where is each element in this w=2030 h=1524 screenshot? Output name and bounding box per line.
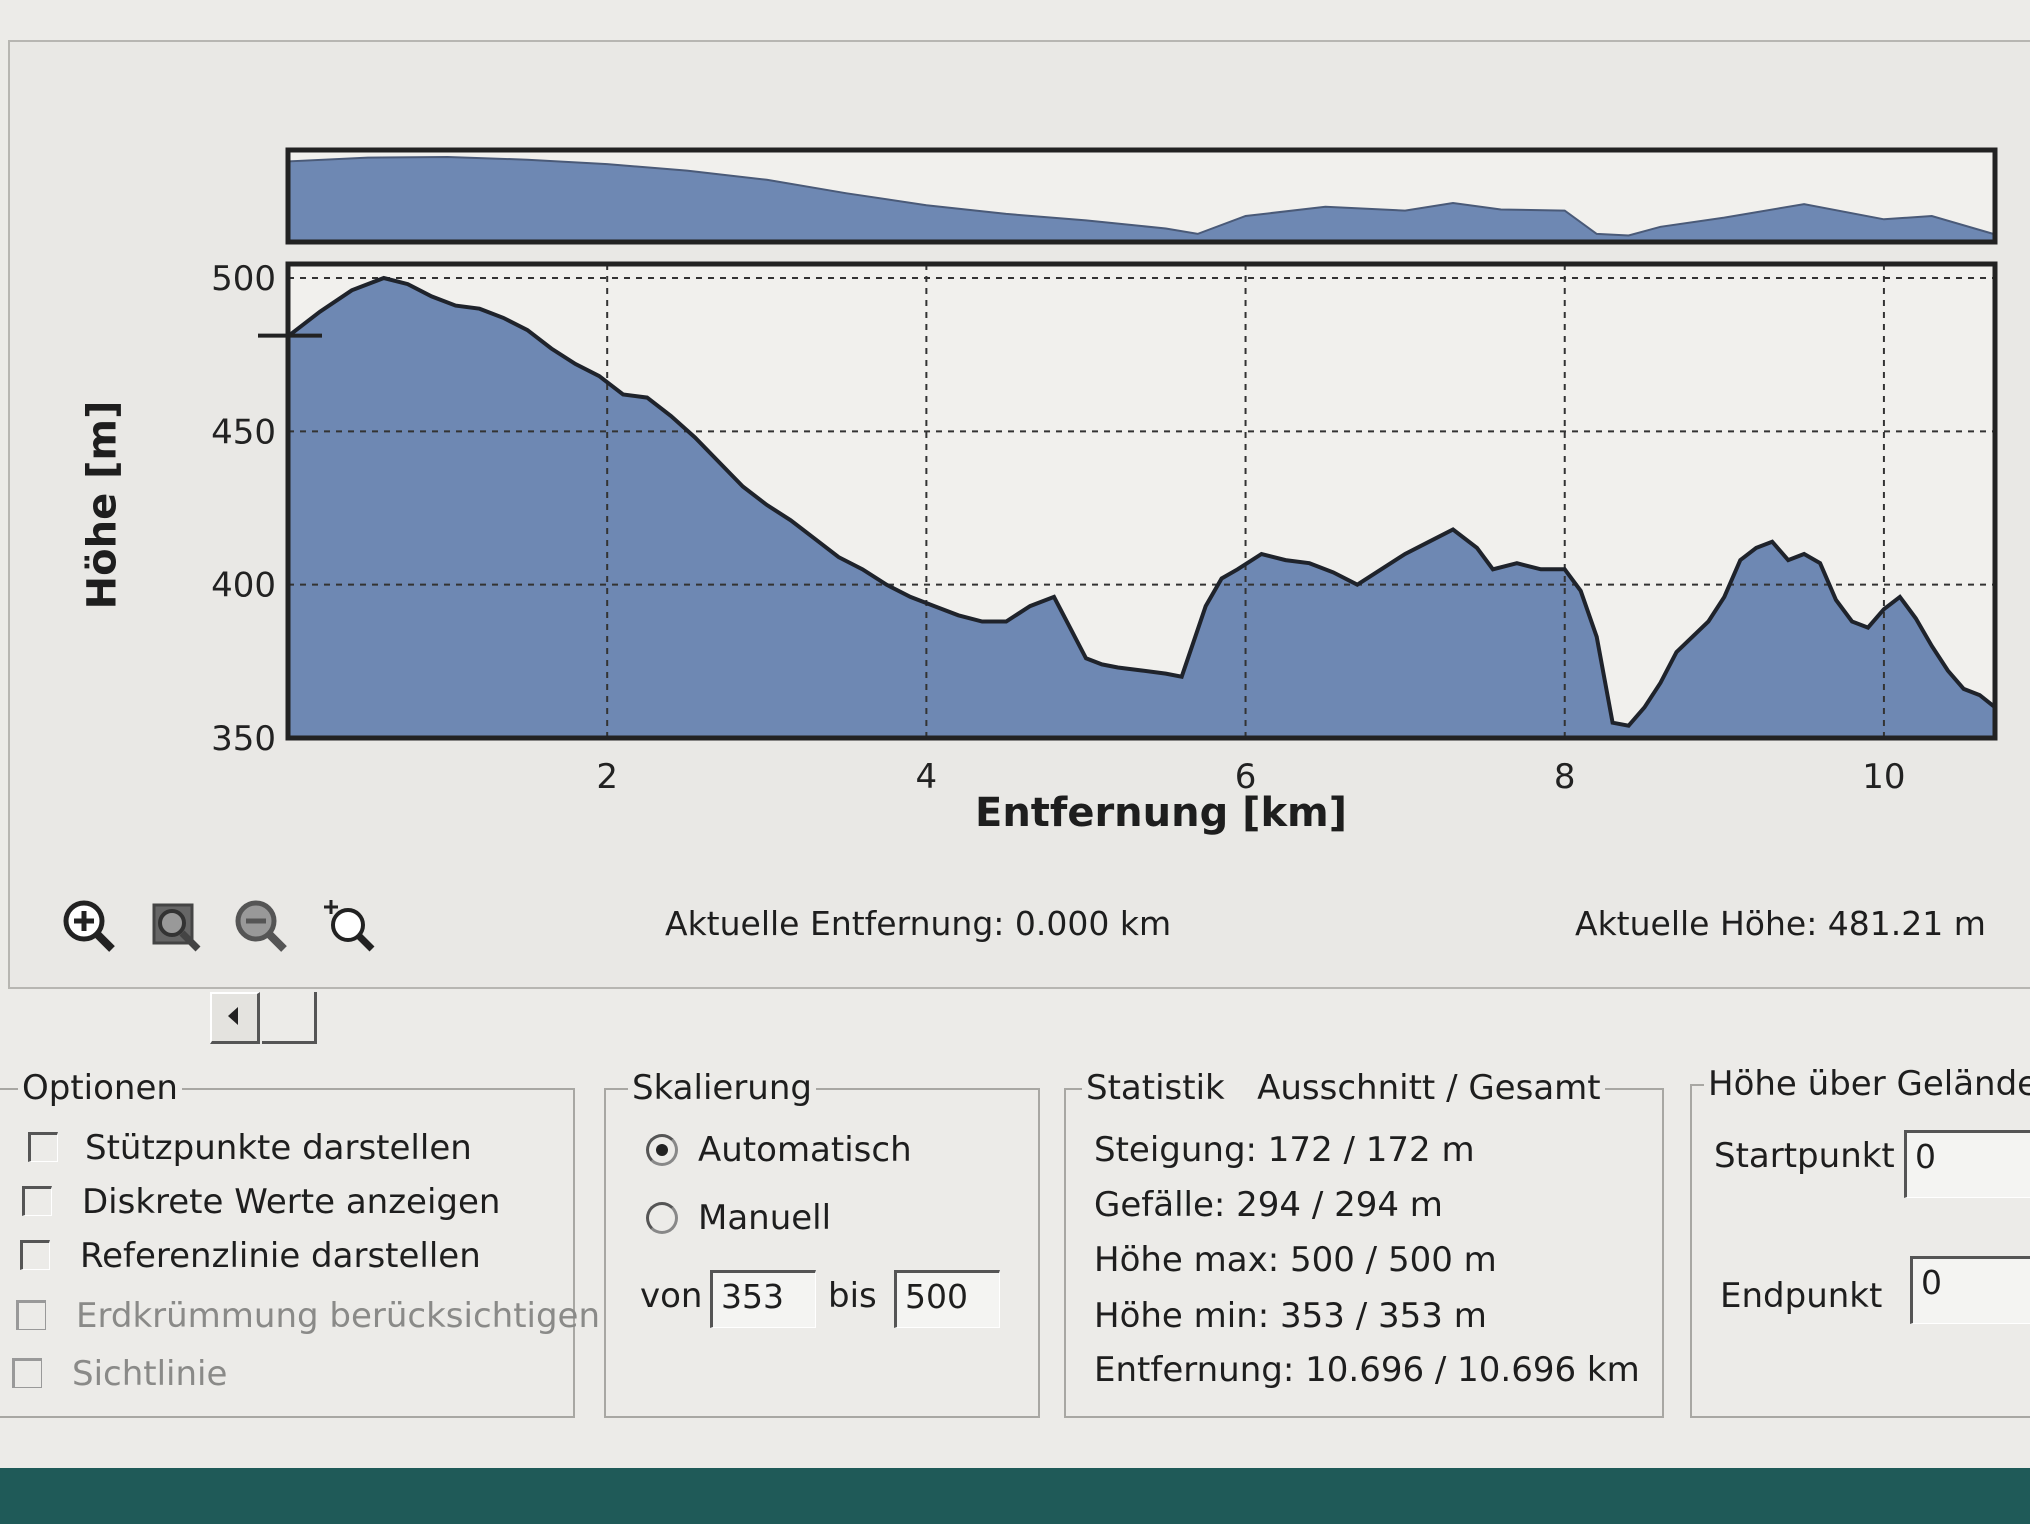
y-axis-label: Höhe [m]: [79, 400, 126, 610]
endpunkt-label: Endpunkt: [1720, 1276, 1883, 1316]
option-label: Referenzlinie darstellen: [80, 1236, 481, 1276]
stat-gefaelle: Gefälle: 294 / 294 m: [1094, 1185, 1443, 1225]
elevation-chart[interactable]: 350 400 450 500 2 4 6 8 10: [10, 42, 2030, 987]
skalierung-group: Skalierung Automatisch Manuell von 353 b…: [604, 1068, 1040, 1418]
scroll-track[interactable]: [262, 992, 317, 1044]
radio-label: Automatisch: [698, 1130, 912, 1170]
radio-label: Manuell: [698, 1198, 832, 1238]
zoom-in-icon[interactable]: [60, 897, 116, 953]
plot-frame: [285, 261, 1998, 741]
elevation-line: [286, 275, 1997, 728]
checkbox[interactable]: [28, 1132, 58, 1162]
x-tick-label: 6: [1235, 757, 1257, 797]
checkbox[interactable]: [20, 1240, 50, 1270]
startpunkt-label: Startpunkt: [1714, 1136, 1895, 1176]
y-tick-label: 350: [211, 719, 276, 759]
application-window: 350 400 450 500 2 4 6 8 10 Entfernung [km] Höhe …: [0, 0, 2030, 1468]
x-tick-label: 8: [1554, 757, 1576, 797]
elevation-profile-panel: 350 400 450 500 2 4 6 8 10 Entfernung [km] Höhe …: [8, 40, 2030, 989]
stat-entfernung: Entfernung: 10.696 / 10.696 km: [1094, 1350, 1640, 1390]
elevation-area: [288, 278, 1995, 738]
arrow-left-icon: [228, 1007, 238, 1025]
checkbox: [12, 1358, 42, 1388]
bis-input[interactable]: 500: [894, 1270, 1000, 1328]
y-tick-label: 500: [211, 259, 276, 299]
option-label: Sichtlinie: [72, 1354, 228, 1394]
checkbox[interactable]: [22, 1186, 52, 1216]
startpunkt-input[interactable]: 0: [1904, 1130, 2030, 1198]
option-label: Stützpunkte darstellen: [85, 1128, 472, 1168]
overview-area: [287, 155, 1996, 243]
von-label: von: [640, 1276, 703, 1316]
current-altitude-readout: Aktuelle Höhe: 481.21 m: [1575, 904, 1986, 943]
x-tick-label: 2: [596, 757, 618, 797]
stat-hoehe-min: Höhe min: 353 / 353 m: [1094, 1296, 1487, 1336]
bis-label: bis: [828, 1276, 877, 1316]
endpunkt-input[interactable]: 0: [1910, 1256, 2030, 1324]
radio-button[interactable]: [646, 1202, 678, 1234]
statistik-group: Statistik Ausschnitt / Gesamt Steigung: …: [1064, 1068, 1664, 1418]
x-tick-label: 4: [916, 757, 938, 797]
zoom-out-icon[interactable]: [232, 897, 288, 953]
overview-frame: [285, 147, 1998, 245]
y-tick-label: 400: [211, 566, 276, 606]
statistik-title: Statistik Ausschnitt / Gesamt: [1082, 1068, 1605, 1108]
hoehe-ueber-gelaende-group: Höhe über Gelände a Startpunkt 0 Endpunk…: [1690, 1064, 2030, 1418]
zoom-reset-icon[interactable]: [320, 897, 376, 953]
optionen-title: Optionen: [18, 1068, 182, 1108]
zoom-region-icon[interactable]: [146, 897, 202, 953]
scroll-left-button[interactable]: [210, 992, 260, 1044]
option-label: Diskrete Werte anzeigen: [82, 1182, 501, 1222]
y-tick-label: 450: [211, 412, 276, 452]
optionen-group: Optionen Stützpunkte darstellen Diskrete…: [0, 1068, 600, 1418]
stat-steigung: Steigung: 172 / 172 m: [1094, 1130, 1475, 1170]
option-label: Erdkrümmung berücksichtigen: [76, 1296, 601, 1336]
skalierung-title: Skalierung: [628, 1068, 816, 1108]
von-input[interactable]: 353: [710, 1270, 816, 1328]
stat-hoehe-max: Höhe max: 500 / 500 m: [1094, 1240, 1497, 1280]
gelaende-title: Höhe über Gelände a: [1704, 1064, 2030, 1104]
x-axis-label: Entfernung [km]: [975, 790, 1348, 836]
x-tick-label: 10: [1862, 757, 1905, 797]
radio-button[interactable]: [646, 1134, 678, 1166]
current-distance-readout: Aktuelle Entfernung: 0.000 km: [665, 904, 1172, 943]
checkbox: [16, 1300, 46, 1330]
